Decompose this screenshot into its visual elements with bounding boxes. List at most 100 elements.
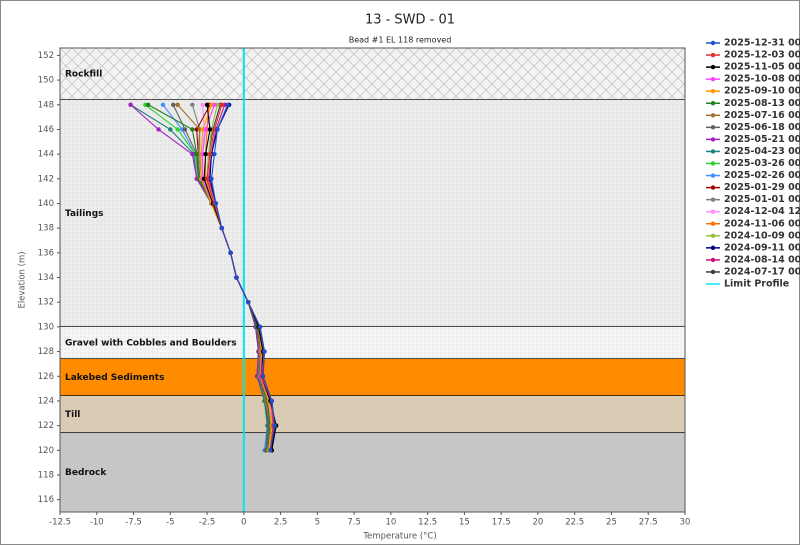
legend-label: 2025-05-21 00:00	[724, 134, 800, 145]
legend-label: 2025-11-05 00:00	[724, 62, 800, 73]
data-point	[203, 151, 208, 157]
legend-marker	[710, 76, 716, 82]
layer-texture	[60, 326, 685, 359]
x-tick-label: -10	[90, 518, 104, 528]
y-tick-label: 142	[38, 174, 54, 184]
y-tick-label: 138	[38, 224, 54, 234]
data-point	[146, 102, 151, 107]
legend-marker	[710, 149, 716, 154]
x-tick-label: 25	[606, 518, 617, 528]
legend-marker	[710, 137, 716, 142]
legend-label: 2025-01-01 00:00	[724, 194, 800, 205]
x-tick-label: 5	[315, 518, 320, 528]
data-point	[190, 151, 195, 157]
x-tick-label: 12.5	[418, 518, 437, 528]
legend-label: 2025-12-03 00:00	[724, 50, 800, 61]
data-point	[168, 127, 173, 132]
data-point	[246, 300, 251, 305]
legend-marker	[710, 89, 716, 94]
y-tick-label: 124	[38, 396, 54, 406]
x-tick-label: -7.5	[125, 518, 142, 528]
y-tick-label: 146	[38, 125, 54, 135]
legend-marker	[710, 101, 716, 106]
chart-subtitle: Bead #1 EL 118 removed	[349, 36, 452, 45]
data-point	[219, 102, 224, 107]
y-tick-label: 132	[38, 298, 54, 308]
legend-marker	[710, 52, 716, 58]
legend-marker	[710, 269, 716, 275]
y-tick-label: 118	[38, 470, 54, 480]
legend-label: 2025-01-29 00:00	[724, 182, 800, 193]
x-tick-label: 7.5	[347, 518, 361, 528]
legend-marker	[710, 64, 716, 70]
data-point	[257, 324, 263, 330]
legend-label: 2025-02-26 00:00	[724, 170, 800, 181]
x-tick-label: 20	[533, 518, 544, 528]
data-point	[234, 275, 239, 280]
legend-marker	[710, 197, 716, 202]
data-point	[213, 201, 219, 206]
legend-label: 2025-10-08 00:00	[724, 74, 800, 85]
legend-label: 2025-04-23 00:00	[724, 146, 800, 157]
legend-label: 2024-08-14 00:00	[724, 254, 800, 265]
x-axis-label: Temperature (°C)	[362, 532, 436, 542]
legend-label: 2024-09-11 00:00	[724, 242, 800, 253]
data-point	[212, 102, 217, 107]
data-point	[182, 127, 188, 132]
x-tick-label: 17.5	[492, 518, 511, 528]
plot-border	[59, 47, 686, 513]
layer-band	[60, 396, 685, 434]
x-tick-label: 15	[459, 518, 470, 528]
data-point	[260, 374, 266, 379]
layer-label: Till	[65, 410, 80, 420]
x-tick-label: 2.5	[274, 518, 288, 528]
data-point	[204, 102, 210, 107]
data-point	[203, 127, 208, 132]
y-tick-label: 150	[38, 76, 54, 86]
data-point	[156, 127, 161, 132]
legend-label: 2025-12-31 00:00	[724, 38, 800, 49]
layer-label: Rockfill	[65, 69, 102, 79]
legend-label: 2025-08-13 00:00	[724, 98, 800, 109]
y-tick-label: 120	[38, 446, 54, 456]
legend-marker	[710, 161, 716, 166]
layer-label: Gravel with Cobbles and Boulders	[65, 338, 237, 348]
y-tick-label: 152	[38, 51, 54, 61]
legend-marker	[710, 125, 716, 130]
data-point	[204, 176, 210, 182]
chart-title: 13 - SWD - 01	[365, 13, 455, 28]
data-point	[207, 127, 213, 132]
data-point	[209, 176, 214, 182]
legend-marker	[710, 233, 716, 238]
y-tick-label: 134	[38, 273, 54, 283]
y-tick-label: 140	[38, 199, 54, 209]
layer-texture	[60, 48, 685, 100]
legend-label: 2025-09-10 00:00	[724, 86, 800, 97]
data-point	[269, 398, 274, 404]
legend-marker	[710, 209, 716, 214]
data-point	[190, 127, 195, 132]
x-tick-label: -12.5	[49, 518, 71, 528]
y-tick-label: 130	[38, 322, 54, 332]
x-tick-label: 0	[241, 518, 246, 528]
legend-label: 2024-11-06 00:00	[724, 218, 800, 229]
data-point	[268, 448, 273, 453]
x-tick-label: -5	[166, 518, 174, 528]
legend-marker	[710, 245, 716, 251]
data-point	[262, 349, 267, 354]
x-tick-label: -2.5	[199, 518, 216, 528]
data-point	[175, 102, 180, 107]
y-tick-label: 116	[38, 495, 54, 505]
x-tick-label: 22.5	[565, 518, 584, 528]
legend-label: 2025-06-18 00:00	[724, 122, 800, 133]
legend-marker	[710, 221, 716, 226]
layer-label: Bedrock	[65, 468, 107, 478]
data-point	[207, 151, 213, 157]
data-point	[212, 151, 217, 157]
legend-marker	[710, 257, 716, 263]
data-point	[272, 423, 277, 428]
legend-label: 2024-12-04 12:00	[724, 206, 800, 217]
legend-label: Limit Profile	[724, 279, 789, 290]
y-axis-label: Elevation (m)	[18, 251, 28, 308]
